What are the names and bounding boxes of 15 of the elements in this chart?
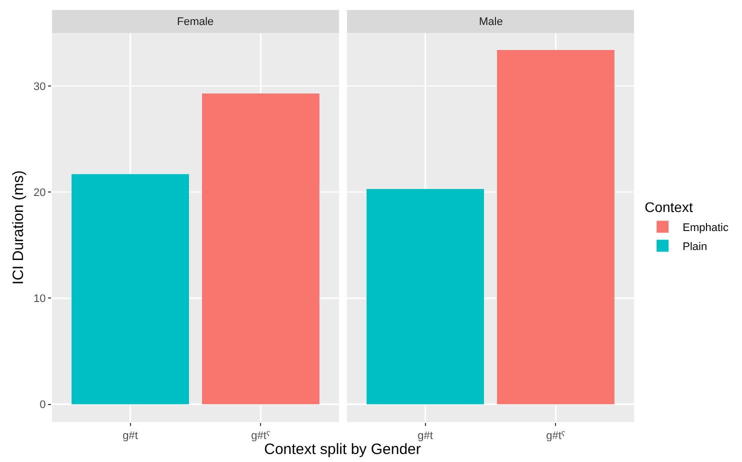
- x-tick-label: g#t: [418, 430, 433, 442]
- legend-title: Context: [644, 199, 693, 216]
- x-tick-label: g#tˤ: [251, 430, 270, 442]
- x-tick-label: g#t: [122, 430, 138, 442]
- x-tick-label: g#tˤ: [546, 430, 566, 442]
- chart-title: Male: [479, 16, 503, 28]
- y-tick-label: 0: [40, 399, 46, 412]
- y-tick-label: 30: [34, 80, 46, 93]
- y-tick-label: 10: [34, 293, 46, 306]
- x-axis-title: Context split by Gender: [264, 441, 421, 458]
- legend-label: Emphatic: [682, 222, 729, 234]
- y-axis-title: ICI Duration (ms): [10, 170, 27, 285]
- y-tick-label: 20: [34, 186, 46, 199]
- chart-title: Female: [177, 16, 214, 28]
- legend-label: Plain: [682, 240, 708, 253]
